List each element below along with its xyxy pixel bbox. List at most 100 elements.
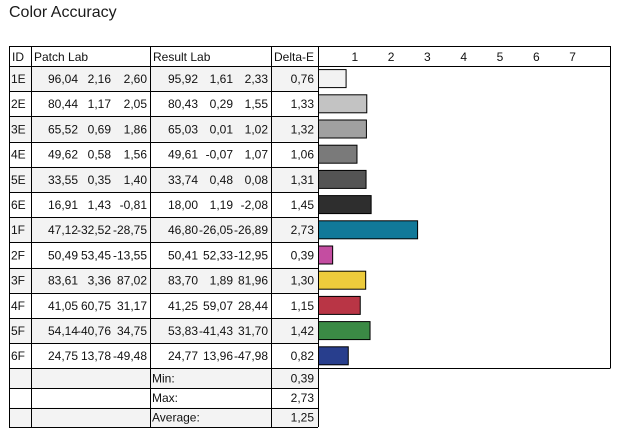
result-lab-value: 1,19 bbox=[210, 198, 234, 212]
table-row-background bbox=[9, 318, 318, 344]
patch-lab-value: 34,75 bbox=[117, 324, 147, 338]
row-id: 4E bbox=[11, 148, 26, 162]
delta-e-bar bbox=[318, 144, 358, 164]
row-id: 2F bbox=[11, 248, 25, 262]
summary-label: Min: bbox=[152, 371, 175, 385]
x-tick-label: 7 bbox=[569, 50, 576, 64]
patch-lab-value: 49,62 bbox=[48, 148, 78, 162]
delta-e-value: 1,45 bbox=[291, 198, 315, 212]
delta-e-value: 1,15 bbox=[291, 299, 315, 313]
delta-e-value: 0,39 bbox=[291, 248, 315, 262]
patch-lab-value: 65,52 bbox=[48, 122, 78, 136]
delta-e-bar bbox=[318, 119, 367, 139]
result-lab-value: 33,74 bbox=[168, 173, 198, 187]
result-lab-value: 0,29 bbox=[210, 97, 234, 111]
patch-lab-value: 2,05 bbox=[124, 97, 148, 111]
result-lab-value: 95,92 bbox=[168, 72, 198, 86]
result-lab-value: 80,43 bbox=[168, 97, 198, 111]
delta-e-value: 1,31 bbox=[291, 173, 315, 187]
delta-e-bar bbox=[318, 295, 361, 315]
result-lab-value: 1,02 bbox=[245, 122, 269, 136]
patch-lab-value: 60,75 bbox=[81, 299, 111, 313]
summary-value: 2,73 bbox=[291, 391, 315, 405]
table-row-background bbox=[9, 116, 318, 142]
x-tick-label: 5 bbox=[497, 50, 504, 64]
table-row-background bbox=[9, 242, 318, 268]
summary-label: Average: bbox=[152, 411, 200, 425]
delta-e-bar bbox=[318, 69, 347, 89]
result-lab-value: -26,89 bbox=[234, 223, 268, 237]
patch-lab-value: 2,60 bbox=[124, 72, 148, 86]
result-lab-value: 50,41 bbox=[168, 248, 198, 262]
result-lab-value: 2,33 bbox=[245, 72, 269, 86]
x-tick-label: 3 bbox=[424, 50, 431, 64]
patch-lab-value: -28,75 bbox=[113, 223, 147, 237]
patch-lab-value: 33,55 bbox=[48, 173, 78, 187]
x-tick-label: 6 bbox=[533, 50, 540, 64]
row-id: 3F bbox=[11, 274, 25, 288]
patch-lab-value: 50,49 bbox=[48, 248, 78, 262]
summary-row-background bbox=[9, 368, 318, 388]
table-row-background bbox=[9, 217, 318, 243]
result-lab-value: 28,44 bbox=[238, 299, 268, 313]
table-row-background bbox=[9, 66, 318, 92]
patch-lab-value: 3,36 bbox=[88, 274, 112, 288]
patch-lab-value: 1,56 bbox=[124, 148, 148, 162]
patch-lab-value: 96,04 bbox=[48, 72, 78, 86]
patch-lab-value: -49,48 bbox=[113, 349, 147, 363]
delta-e-value: 1,32 bbox=[291, 122, 315, 136]
delta-e-value: 1,42 bbox=[291, 324, 315, 338]
patch-lab-value: 41,05 bbox=[48, 299, 78, 313]
patch-lab-value: 87,02 bbox=[117, 274, 147, 288]
row-id: 6F bbox=[11, 349, 25, 363]
result-lab-value: 65,03 bbox=[168, 122, 198, 136]
delta-e-bar bbox=[318, 346, 349, 366]
patch-lab-value: 53,45 bbox=[81, 248, 111, 262]
result-lab-value: 49,61 bbox=[168, 148, 198, 162]
x-tick-label: 2 bbox=[388, 50, 395, 64]
delta-e-bar bbox=[318, 321, 371, 341]
patch-lab-value: 16,91 bbox=[48, 198, 78, 212]
result-lab-value: 52,33 bbox=[203, 248, 233, 262]
delta-e-value: 1,30 bbox=[291, 274, 315, 288]
row-id: 4F bbox=[11, 299, 25, 313]
result-lab-value: 59,07 bbox=[203, 299, 233, 313]
patch-lab-value: 54,14 bbox=[48, 324, 78, 338]
row-id: 5E bbox=[11, 173, 26, 187]
table-row-background bbox=[9, 192, 318, 218]
delta-e-value: 0,76 bbox=[291, 72, 315, 86]
result-lab-value: 1,07 bbox=[245, 148, 269, 162]
delta-e-bar bbox=[318, 220, 419, 240]
result-lab-value: -0,07 bbox=[206, 148, 234, 162]
table-row-background bbox=[9, 267, 318, 293]
table-row-background bbox=[9, 343, 318, 369]
result-lab-value: 81,96 bbox=[238, 274, 268, 288]
patch-lab-value: 47,12 bbox=[48, 223, 78, 237]
patch-lab-value: 83,61 bbox=[48, 274, 78, 288]
delta-e-bar bbox=[318, 195, 372, 215]
delta-e-bar bbox=[318, 270, 367, 290]
header-delta-e: Delta-E bbox=[274, 50, 314, 64]
header-id: ID bbox=[12, 50, 24, 64]
patch-lab-value: 31,17 bbox=[117, 299, 147, 313]
row-id: 2E bbox=[11, 97, 26, 111]
summary-value: 0,39 bbox=[291, 371, 315, 385]
table-row-background bbox=[9, 292, 318, 318]
row-id: 1E bbox=[11, 72, 26, 86]
patch-lab-value: 1,40 bbox=[124, 173, 148, 187]
delta-e-value: 2,73 bbox=[291, 223, 315, 237]
summary-row-background bbox=[9, 407, 318, 428]
patch-lab-value: 1,43 bbox=[88, 198, 112, 212]
result-lab-value: -47,98 bbox=[234, 349, 268, 363]
result-lab-value: 0,48 bbox=[210, 173, 234, 187]
patch-lab-value: 2,16 bbox=[88, 72, 112, 86]
row-id: 5F bbox=[11, 324, 25, 338]
result-lab-value: 46,80 bbox=[168, 223, 198, 237]
row-id: 1F bbox=[11, 223, 25, 237]
header-patch-lab: Patch Lab bbox=[34, 50, 88, 64]
result-lab-value: -26,05 bbox=[199, 223, 233, 237]
table-row-background bbox=[9, 166, 318, 192]
result-lab-value: 0,01 bbox=[210, 122, 234, 136]
result-lab-value: 1,55 bbox=[245, 97, 269, 111]
result-lab-value: 31,70 bbox=[238, 324, 268, 338]
